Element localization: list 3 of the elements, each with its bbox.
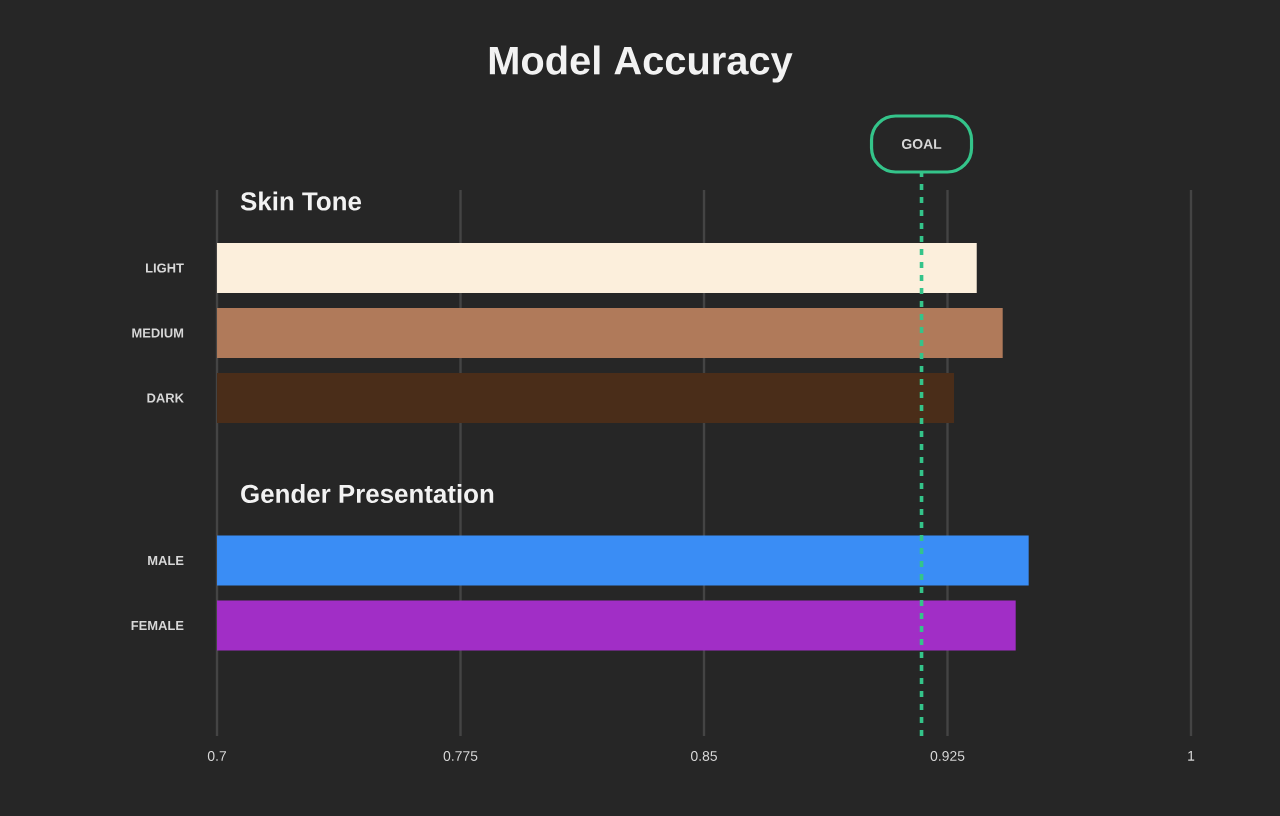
chart-subtitle: Skin Tone	[240, 191, 362, 211]
chart-subtitle: Gender Presentation	[241, 484, 494, 504]
chart-title: Model Accuracy	[489, 45, 793, 83]
